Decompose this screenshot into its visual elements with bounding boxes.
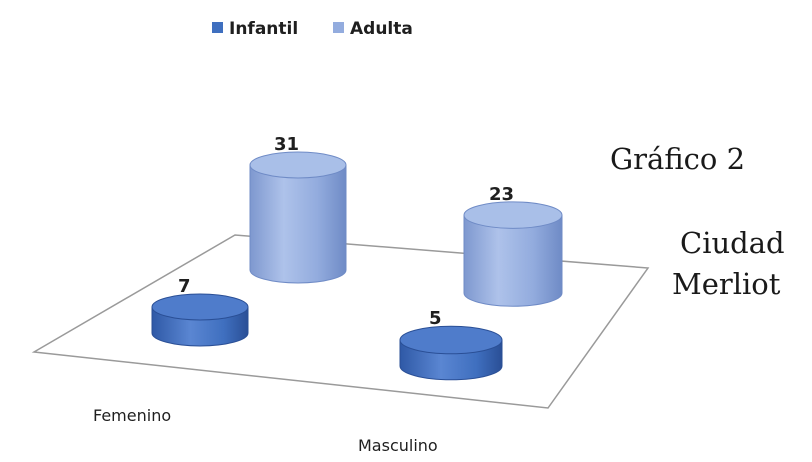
side-title-line2: Ciudad <box>680 226 785 260</box>
bar-top-adulta-femenino <box>249 151 347 179</box>
legend-swatch-infantil <box>212 22 223 33</box>
bar-infantil-masculino: 5 <box>399 308 503 381</box>
data-label-infantil-femenino: 7 <box>178 276 191 297</box>
data-label-infantil-masculino: 5 <box>429 308 442 329</box>
bar-body-adulta-masculino <box>463 214 563 307</box>
bar-adulta-femenino: 31 <box>249 134 347 284</box>
legend-label-adulta: Adulta <box>350 19 413 39</box>
bar-top-infantil-masculino <box>399 325 503 355</box>
category-label-femenino: Femenino <box>93 406 171 425</box>
bar-top-infantil-femenino <box>151 293 249 321</box>
bar-infantil-femenino: 7 <box>151 276 249 347</box>
category-label-masculino: Masculino <box>358 436 438 455</box>
legend-swatch-adulta <box>333 22 344 33</box>
side-title-line1: Gráfico 2 <box>610 142 746 176</box>
side-title-line3: Merliot <box>672 267 781 301</box>
data-label-adulta-masculino: 23 <box>489 184 514 205</box>
data-label-adulta-femenino: 31 <box>274 134 299 155</box>
bars-layer: 31 23 7 5 <box>151 134 563 381</box>
bar-adulta-masculino: 23 <box>463 184 563 307</box>
bar-top-adulta-masculino <box>463 201 563 229</box>
bar-body-adulta-femenino <box>249 164 347 284</box>
legend: Infantil Adulta <box>212 19 413 39</box>
legend-label-infantil: Infantil <box>229 19 298 39</box>
